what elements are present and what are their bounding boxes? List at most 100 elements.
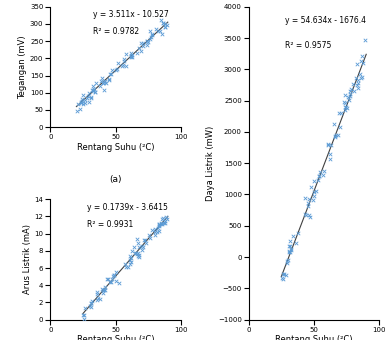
Point <box>152 226 158 232</box>
X-axis label: Rentang Suhu (²C): Rentang Suhu (²C) <box>77 143 154 152</box>
Point <box>159 221 165 226</box>
Point <box>86 99 92 104</box>
Point <box>88 300 94 305</box>
Point <box>342 100 348 106</box>
Point <box>147 37 153 42</box>
Point <box>156 29 163 34</box>
Point <box>287 238 293 243</box>
Point <box>136 254 142 259</box>
Point <box>118 63 125 68</box>
Point <box>281 271 287 277</box>
Point <box>152 232 158 238</box>
Point <box>347 93 353 99</box>
Point <box>354 82 360 88</box>
Point <box>134 251 140 256</box>
Point <box>100 291 106 296</box>
Point <box>161 221 167 226</box>
Point <box>129 249 135 254</box>
Point <box>113 66 120 71</box>
Point <box>129 52 135 57</box>
Point <box>92 90 98 95</box>
Y-axis label: Tegangan (mV): Tegangan (mV) <box>18 35 27 99</box>
Point <box>135 240 141 246</box>
Point <box>355 85 361 91</box>
Point <box>101 80 107 85</box>
Point <box>128 255 134 260</box>
Point <box>355 80 361 86</box>
Point <box>158 221 164 226</box>
Point <box>149 31 155 37</box>
Point <box>138 40 144 46</box>
Point <box>160 20 166 26</box>
Point <box>94 291 100 297</box>
Point <box>87 95 94 100</box>
Point <box>136 45 142 50</box>
Point <box>145 39 151 45</box>
Point <box>115 60 121 66</box>
Point <box>344 106 350 111</box>
Point <box>163 22 170 28</box>
Text: R² = 0.9782: R² = 0.9782 <box>93 27 139 36</box>
Point <box>91 89 98 94</box>
Point <box>132 250 138 256</box>
Point <box>109 67 115 72</box>
Text: y = 54.634x - 1676.4: y = 54.634x - 1676.4 <box>285 16 366 25</box>
Point <box>355 78 361 83</box>
Point <box>358 58 364 64</box>
Point <box>82 101 89 106</box>
Point <box>360 60 366 66</box>
Point <box>307 214 313 219</box>
Point <box>284 260 290 266</box>
Point <box>80 312 86 317</box>
Point <box>163 215 169 220</box>
Point <box>302 211 308 217</box>
Y-axis label: Arus Listrik (mA): Arus Listrik (mA) <box>22 224 32 294</box>
Point <box>104 276 110 282</box>
Point <box>313 188 319 193</box>
Point <box>335 132 341 138</box>
Point <box>79 98 86 103</box>
Point <box>321 168 327 174</box>
Point <box>140 41 146 46</box>
Point <box>90 88 96 93</box>
Point <box>147 29 153 34</box>
Point <box>144 42 150 47</box>
Point <box>336 110 342 116</box>
Point <box>327 156 333 162</box>
Text: y = 0.1739x - 3.6415: y = 0.1739x - 3.6415 <box>87 203 168 212</box>
Point <box>80 101 86 106</box>
Point <box>123 51 130 57</box>
Point <box>305 204 312 209</box>
Point <box>149 32 156 38</box>
Point <box>116 280 122 286</box>
Point <box>80 92 86 98</box>
Point <box>99 287 105 292</box>
Point <box>131 244 137 250</box>
Point <box>134 236 140 241</box>
Point <box>164 217 170 222</box>
Point <box>156 223 162 229</box>
Y-axis label: Daya Listrik (mW): Daya Listrik (mW) <box>206 125 215 201</box>
Point <box>155 226 161 231</box>
Point <box>345 95 351 100</box>
Point <box>141 237 147 242</box>
Point <box>317 170 323 175</box>
Point <box>80 316 87 322</box>
Point <box>139 243 145 249</box>
Point <box>113 278 119 284</box>
Point <box>310 198 316 203</box>
Point <box>287 249 293 254</box>
Point <box>337 125 344 130</box>
Point <box>74 109 80 114</box>
Point <box>305 212 312 218</box>
Point <box>328 142 334 147</box>
Point <box>303 212 309 217</box>
Point <box>81 97 87 102</box>
Point <box>351 89 357 94</box>
Point <box>94 297 100 302</box>
Point <box>162 24 168 30</box>
Point <box>75 101 81 106</box>
Point <box>162 21 168 27</box>
Point <box>121 58 127 64</box>
Point <box>332 134 338 139</box>
